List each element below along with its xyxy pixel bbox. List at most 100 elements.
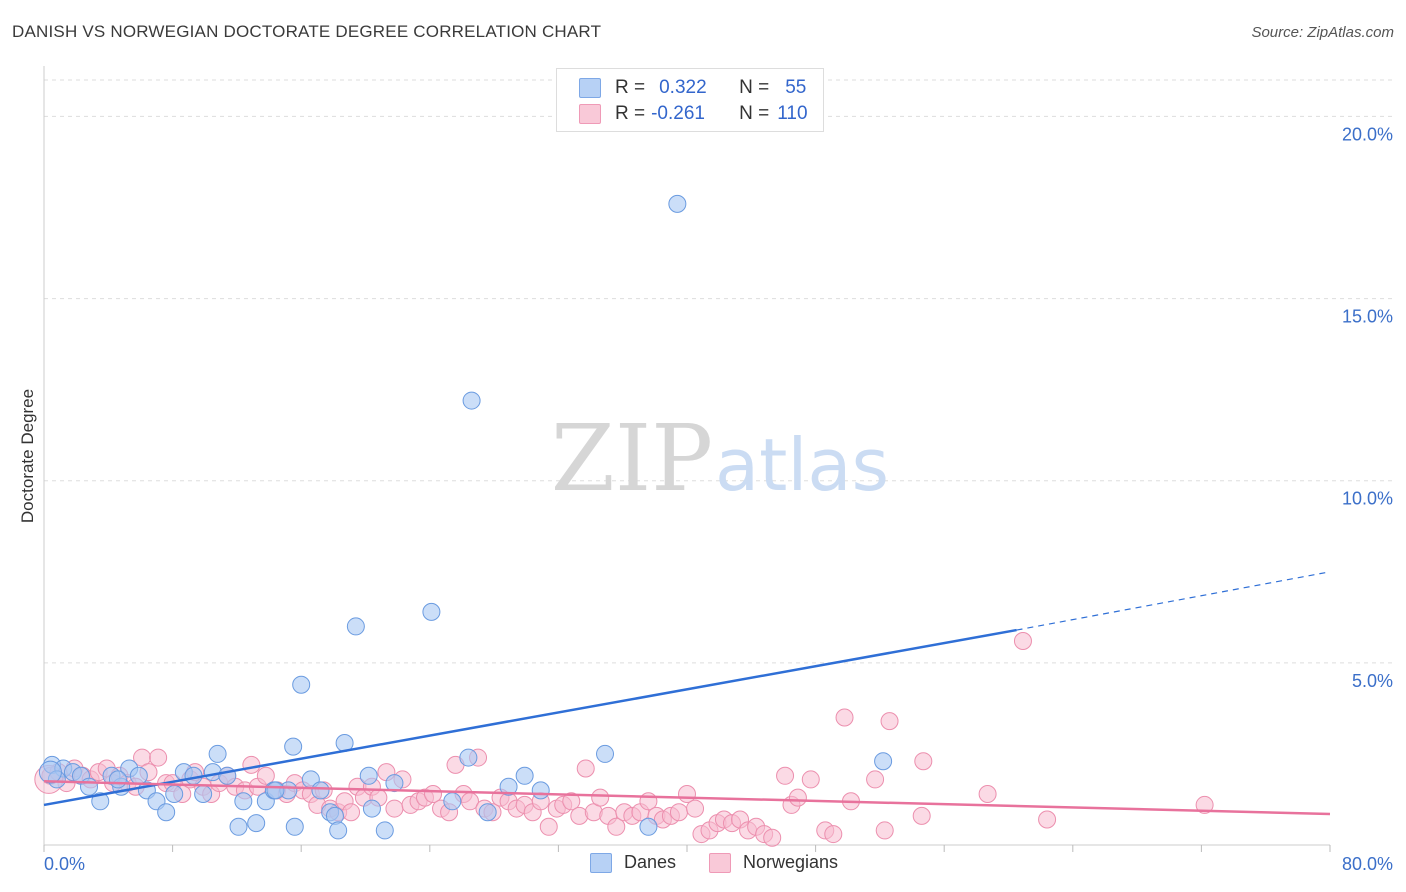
norwegians-point [978,785,997,803]
danes-points [38,194,893,840]
danes-point [157,803,176,822]
norwegians-point [835,708,854,727]
norwegians-point [607,817,626,836]
source-label: Source: ZipAtlas.com [1251,24,1394,41]
danes-n-value: 55 [785,77,807,98]
danes-point [385,774,404,793]
danes-point [346,617,365,636]
danes-r-value: 0.322 [659,77,707,98]
danes-point [91,792,110,811]
danes-point [478,803,497,822]
norwegians-trend-line [43,780,1331,816]
danes-point [375,821,394,840]
y-tick-label: 10.0% [1342,489,1393,509]
danes-point [266,781,285,800]
danes-point [596,744,615,763]
trend-lines [43,571,1331,816]
norwegians-n-label: N = [739,103,770,124]
norwegians-point [788,788,807,807]
danes-legend-swatch [590,852,612,873]
watermark: ZIP atlas [551,405,889,512]
norwegians-point [686,799,705,818]
danes-point [462,391,481,410]
norwegians-point [149,748,168,767]
danes-point [80,777,99,796]
norwegians-point [576,759,595,778]
norwegians-point [912,806,931,825]
danes-point [459,748,478,767]
danes-point [325,806,344,825]
watermark-atlas: atlas [715,423,889,507]
danes-point [639,817,658,836]
norwegians-point [880,712,899,731]
norwegians-point [763,828,782,847]
norwegians-point [1195,795,1214,814]
danes-point [292,675,311,694]
norwegians-point [256,766,275,785]
norwegians-point [669,803,688,822]
norwegians-point [539,817,558,836]
danes-point [515,766,534,785]
x-tick-label-max: 80.0% [1342,854,1393,874]
danes-point [874,752,893,771]
danes-point [422,602,441,621]
danes-swatch [579,78,601,98]
danes-point [531,781,550,800]
norwegians-r-label: R = [615,103,646,124]
danes-legend-label: Danes [624,852,677,872]
y-tick-label: 15.0% [1342,307,1393,327]
norwegians-point [424,785,443,803]
danes-n-label: N = [739,77,770,98]
danes-point [247,814,266,833]
danes-trend-line [43,628,1017,807]
y-tick-label: 5.0% [1352,671,1393,691]
danes-point [208,744,227,763]
axes [43,66,1331,852]
norwegians-point [914,752,933,771]
norwegians-n-value: 110 [777,103,808,124]
gridlines [44,79,1392,664]
norwegians-r-value: -0.261 [651,103,705,124]
danes-trend-extension [1016,571,1331,631]
danes-point [284,737,303,756]
danes-point [194,785,213,803]
danes-point [311,781,330,800]
legend-item-norwegians: Norwegians [709,852,838,873]
norwegians-point [824,825,843,844]
x-tick-label-min: 0.0% [44,854,85,874]
danes-point [499,777,518,796]
norwegians-legend-swatch [709,852,731,873]
y-tick-label: 20.0% [1342,124,1393,144]
norwegians-swatch [579,104,601,124]
series-legend: Danes Norwegians [0,852,1406,878]
danes-point [108,770,127,789]
norwegians-point [875,821,894,840]
norwegians-point [776,766,795,785]
chart-title: DANISH VS NORWEGIAN DOCTORATE DEGREE COR… [12,22,602,41]
danes-point [234,792,253,811]
norwegians-point [242,755,261,774]
norwegians-point [1013,632,1032,650]
legend-item-danes: Danes [590,852,676,873]
danes-point-cluster [38,760,62,784]
danes-point [443,792,462,811]
legend-row-norwegians: R = -0.261 N = 110 [557,101,808,127]
danes-point [329,821,348,840]
stats-legend: R = 0.322 N = 55 R = -0.261 N = 110 [556,68,824,132]
norwegians-point [866,770,885,789]
norwegians-point [1038,810,1057,829]
watermark-zip: ZIP [551,405,713,512]
legend-row-danes: R = 0.322 N = 55 [557,75,806,101]
norwegians-point [591,788,610,807]
y-axis-label: Doctorate Degree [18,389,37,523]
danes-point [362,799,381,818]
norwegians-point [342,803,361,822]
danes-r-label: R = [615,77,646,98]
norwegians-points [34,632,1214,847]
tick-labels: 5.0% 10.0% 15.0% 20.0% 0.0% 80.0% [44,124,1393,874]
norwegians-point [562,792,581,811]
danes-point [359,766,378,785]
danes-point [165,785,184,803]
danes-point [285,817,304,836]
